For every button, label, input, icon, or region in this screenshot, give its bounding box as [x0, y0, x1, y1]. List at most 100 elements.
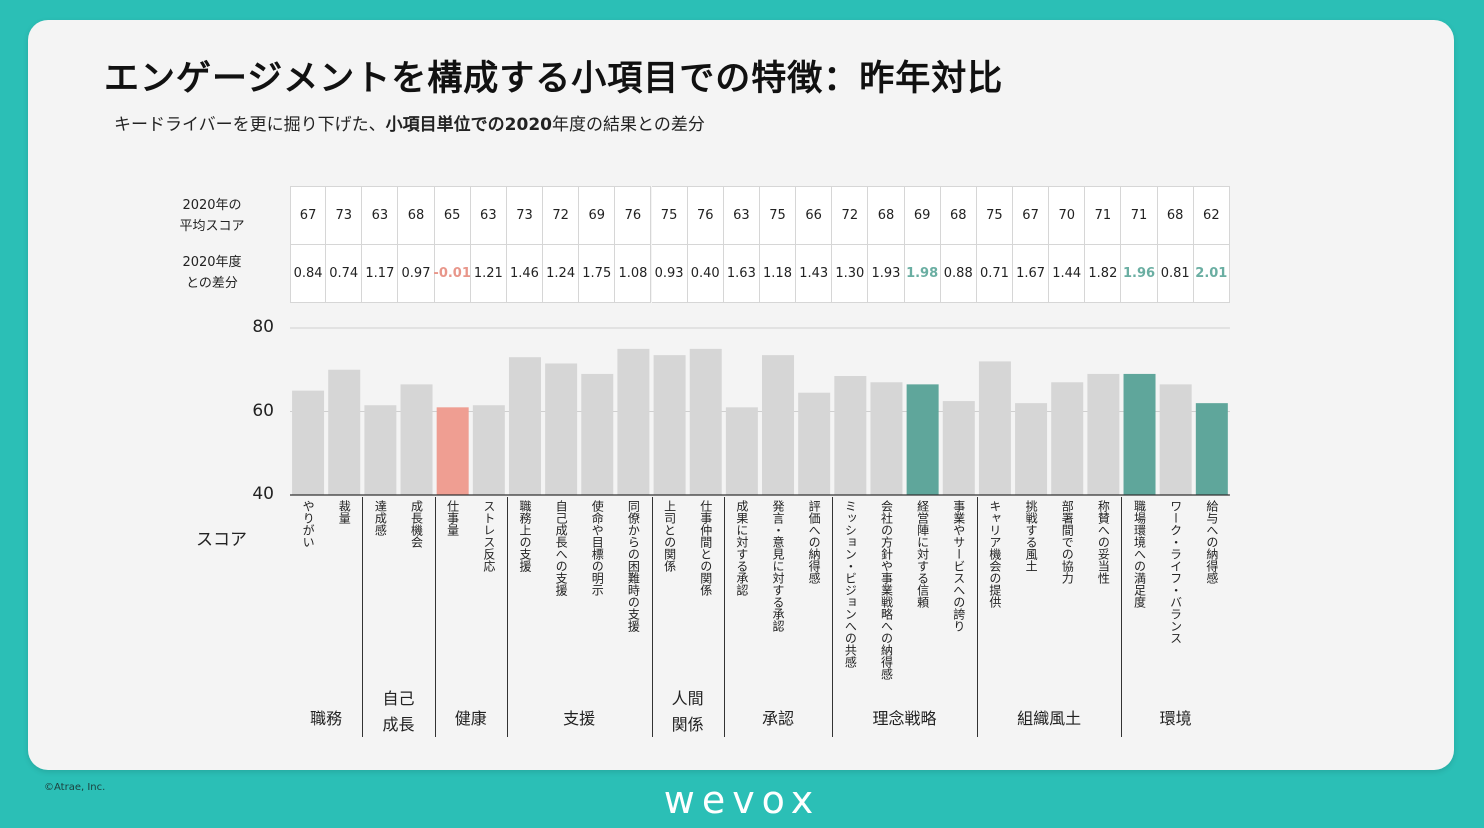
bar: [292, 390, 325, 495]
diff-cell: 0.74: [326, 245, 363, 303]
group-separator: [976, 497, 978, 737]
diff-cell: 1.30: [832, 245, 869, 303]
category-label: 自己成長への支援: [554, 500, 569, 596]
avg-score-cell: 62: [1193, 186, 1230, 245]
category-label: ミッション・ビジョンへの共感: [843, 500, 858, 668]
diff-cell: 0.93: [651, 245, 688, 303]
category-label: 上司との関係: [662, 500, 677, 572]
diff-cell: 0.84: [290, 245, 327, 303]
bar: [436, 407, 469, 495]
diff-cell: 1.96: [1121, 245, 1158, 303]
row-label-line: との差分: [186, 276, 238, 291]
bar: [762, 355, 795, 495]
bar: [1051, 382, 1084, 495]
subtitle-suffix: 年度の結果との差分: [552, 115, 705, 135]
group-separator: [362, 497, 364, 737]
group-label-line: 支援: [563, 709, 596, 728]
page-subtitle: キードライバーを更に掘り下げた、小項目単位での2020年度の結果との差分: [114, 110, 705, 135]
category-label: 評価への納得感: [807, 500, 822, 584]
bar: [1123, 373, 1156, 495]
bar: [545, 363, 578, 495]
group-label: 自己 成長: [362, 686, 434, 738]
diff-cell: 1.46: [506, 245, 544, 303]
bar: [834, 376, 867, 495]
y-axis-label: スコア: [196, 530, 247, 550]
page-title: エンゲージメントを構成する小項目での特徴：昨年対比: [104, 59, 1004, 99]
avg-score-cell: 66: [796, 186, 833, 245]
group-separator: [723, 497, 725, 737]
bar: [1195, 403, 1228, 495]
group-label: 承認: [724, 706, 832, 732]
group-label-line: 組織風土: [1017, 709, 1082, 728]
group-label-line: 職務: [310, 709, 343, 728]
avg-score-cell: 76: [615, 186, 652, 245]
group-label-line: 健康: [454, 709, 487, 728]
bar: [798, 392, 831, 495]
diff-cell: 1.67: [1013, 245, 1050, 303]
bar: [942, 401, 975, 495]
avg-score-cell: 71: [1085, 186, 1122, 245]
avg-score-cell: 65: [434, 186, 471, 245]
category-label: 経営陣に対する信頼: [915, 500, 930, 608]
bar: [581, 373, 614, 495]
avg-score-cell: 68: [940, 186, 977, 245]
copyright: ©Atrae, Inc.: [44, 782, 106, 793]
group-separator: [434, 497, 436, 737]
table-row-label-diff: 2020年度 との差分: [152, 252, 272, 294]
row-label-line: 平均スコア: [179, 219, 245, 234]
group-label-line: 理念戦略: [872, 709, 937, 728]
group-label-line: 承認: [762, 709, 795, 728]
diff-cell: 1.63: [723, 245, 760, 303]
row-label-line: 2020年の: [182, 198, 242, 213]
diff-cell: 1.98: [904, 245, 941, 303]
group-label-line: 関係: [671, 715, 704, 734]
subtitle-prefix: キードライバーを更に掘り下げた、: [114, 115, 386, 135]
avg-score-cell: 76: [687, 186, 724, 245]
group-label-line: 成長: [382, 715, 415, 734]
diff-cell: 1.17: [362, 245, 399, 303]
bar: [978, 361, 1011, 495]
row-label-line: 2020年度: [182, 255, 242, 270]
avg-score-cell: 67: [1013, 186, 1050, 245]
category-label: 発言・意見に対する承認: [771, 500, 786, 632]
group-separator: [506, 497, 508, 737]
category-label: やりがい: [301, 500, 316, 548]
category-label: 仕事量: [445, 500, 460, 536]
category-label: 職場環境への満足度: [1132, 500, 1147, 608]
bar: [689, 348, 722, 495]
group-label-line: 人間: [671, 689, 704, 708]
avg-score-cell: 71: [1121, 186, 1158, 245]
diff-cell: 1.43: [796, 245, 833, 303]
avg-score-cell: 68: [1157, 186, 1194, 245]
table-row-label-avg: 2020年の 平均スコア: [152, 195, 272, 237]
bar: [472, 405, 505, 495]
diff-cell: 0.81: [1157, 245, 1194, 303]
category-label: 成長機会: [409, 500, 424, 548]
category-label: 挑戦する風土: [1024, 500, 1039, 572]
subtitle-bold: 小項目単位での2020: [385, 115, 552, 135]
group-label-line: 自己: [382, 689, 415, 708]
diff-cell: 0.71: [976, 245, 1013, 303]
category-label: 給与への納得感: [1204, 500, 1219, 584]
avg-score-cell: 73: [326, 186, 363, 245]
category-label: 会社の方針や事業戦略への納得感: [879, 500, 894, 680]
group-label: 人間 関係: [652, 686, 724, 738]
group-separator: [651, 497, 653, 737]
category-label: ストレス反応: [481, 500, 496, 572]
group-label: 環境: [1121, 706, 1229, 732]
diff-cell: 1.08: [615, 245, 652, 303]
diff-cell: 1.75: [579, 245, 616, 303]
avg-score-cell: 67: [290, 186, 327, 245]
group-separator: [1121, 497, 1123, 737]
diff-cell: 1.93: [868, 245, 905, 303]
category-label: 事業やサービスへの誇り: [951, 500, 966, 632]
bar: [508, 357, 541, 495]
y-tick-label: 40: [252, 484, 274, 504]
bar: [1015, 403, 1048, 495]
group-label: 組織風土: [977, 706, 1122, 732]
category-label: 同僚からの困難時の支援: [626, 500, 641, 632]
diff-cell: 1.82: [1085, 245, 1122, 303]
avg-score-cell: 68: [868, 186, 905, 245]
diff-cell: -0.01: [433, 245, 471, 303]
